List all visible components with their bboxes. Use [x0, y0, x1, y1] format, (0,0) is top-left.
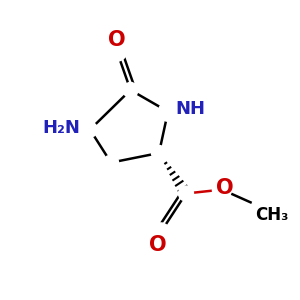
Circle shape [178, 186, 194, 201]
Text: CH₃: CH₃ [255, 206, 288, 224]
Circle shape [158, 102, 178, 121]
Circle shape [123, 82, 138, 98]
Text: H₂N: H₂N [43, 119, 80, 137]
Text: O: O [108, 30, 126, 50]
Circle shape [152, 146, 166, 160]
Circle shape [82, 122, 98, 137]
Text: O: O [149, 235, 166, 255]
Circle shape [212, 180, 232, 199]
Circle shape [103, 155, 118, 170]
Circle shape [151, 223, 170, 242]
Text: NH: NH [176, 100, 206, 118]
Circle shape [251, 197, 271, 217]
Circle shape [107, 42, 127, 61]
Text: O: O [216, 178, 234, 198]
